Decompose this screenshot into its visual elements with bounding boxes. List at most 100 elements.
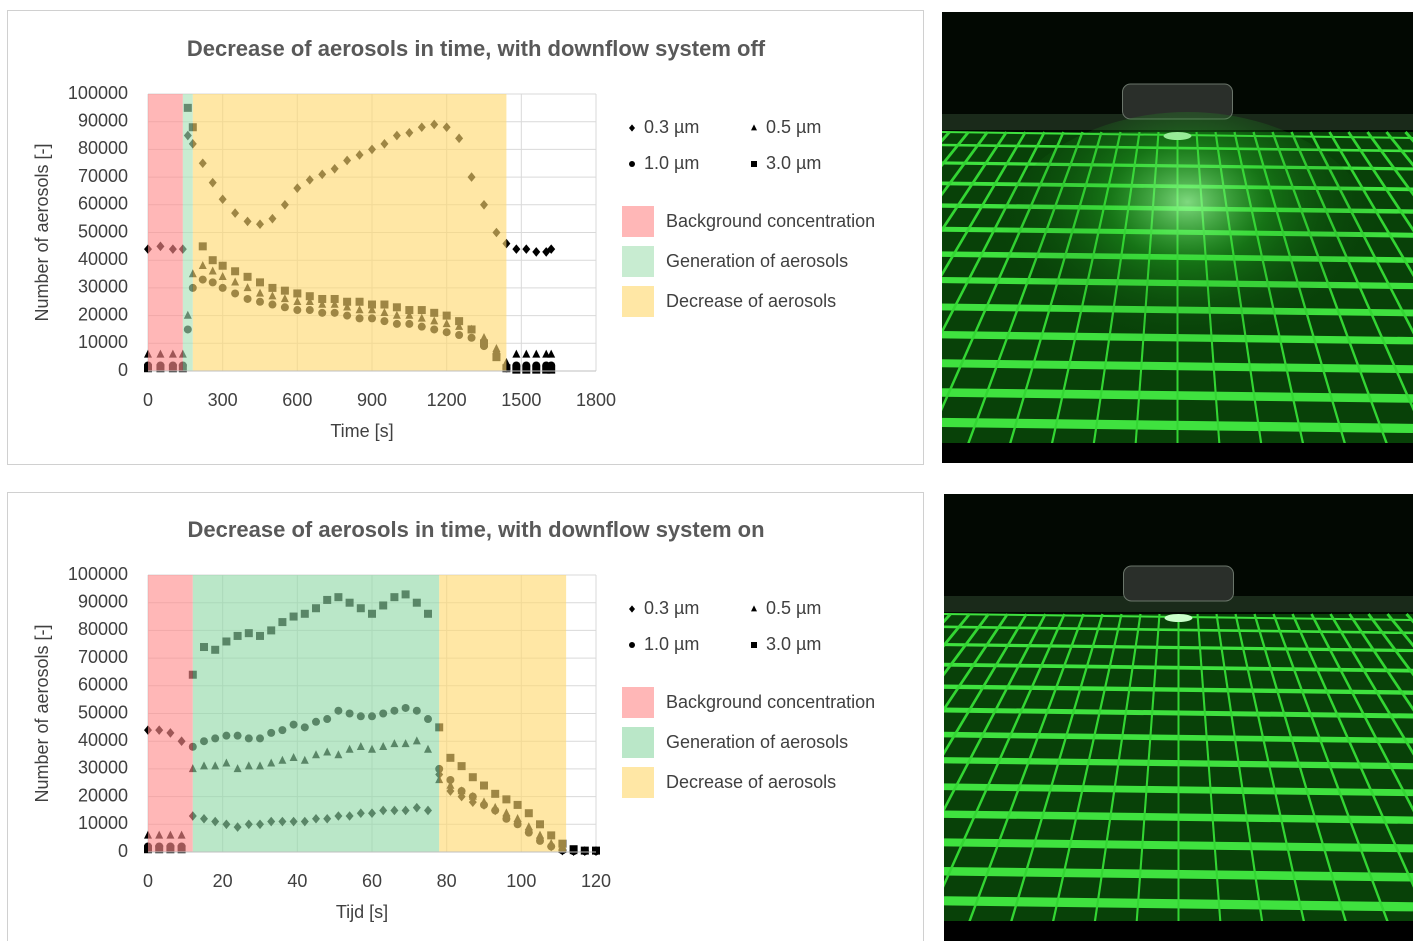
x-tick-label: 900 [357, 390, 387, 410]
x-tick-label: 300 [208, 390, 238, 410]
y-tick-label: 70000 [78, 166, 128, 186]
marker [522, 349, 531, 358]
y-tick-label: 40000 [78, 249, 128, 269]
photo-border [944, 921, 1413, 941]
grating-bar [942, 131, 1027, 277]
y-tick-label: 70000 [78, 647, 128, 667]
marker [522, 244, 531, 254]
grating-bar [1291, 613, 1413, 888]
grating-bar [944, 613, 990, 677]
grating-bar [1004, 613, 1104, 941]
y-tick-label: 50000 [78, 221, 128, 241]
marker [629, 642, 635, 648]
legend-label: 1.0 µm [644, 153, 699, 173]
region [148, 575, 193, 852]
x-axis-label: Tijd [s] [336, 902, 388, 922]
y-tick-label: 40000 [78, 730, 128, 750]
marker [751, 124, 757, 131]
legend-label: 3.0 µm [766, 153, 821, 173]
marker [512, 349, 521, 358]
grating-bar [1215, 613, 1267, 941]
y-tick-label: 0 [118, 841, 128, 861]
marker [522, 365, 531, 374]
marker [547, 365, 556, 374]
x-tick-label: 1500 [501, 390, 541, 410]
legend-label: Background concentration [666, 211, 875, 231]
grating-bar [1347, 131, 1413, 233]
marker [532, 247, 541, 257]
grating-bar [1234, 613, 1310, 941]
x-tick-label: 600 [282, 390, 312, 410]
legend-swatch [622, 286, 654, 317]
legend-label: 0.5 µm [766, 117, 821, 137]
legend-label: 3.0 µm [766, 634, 821, 654]
region [192, 94, 507, 371]
y-tick-label: 0 [118, 360, 128, 380]
marker [629, 124, 635, 132]
grating-bar [1134, 613, 1161, 941]
marker [532, 365, 541, 374]
x-tick-label: 120 [581, 871, 611, 891]
x-tick-label: 60 [362, 871, 382, 891]
legend-swatch [622, 767, 654, 798]
photos [942, 12, 1413, 941]
x-axis-label: Time [s] [330, 421, 393, 441]
grating-bar [1367, 613, 1413, 677]
chart-title: Decrease of aerosols in time, with downf… [187, 36, 766, 61]
bracket [1123, 565, 1234, 602]
marker [629, 161, 635, 167]
region [192, 575, 440, 852]
grating-bar [1328, 131, 1413, 277]
y-tick-label: 80000 [78, 619, 128, 639]
legend-label: 0.3 µm [644, 117, 699, 137]
marker [580, 846, 589, 855]
marker [629, 605, 635, 613]
y-tick-label: 30000 [78, 277, 128, 297]
grating-bar [1310, 613, 1413, 813]
y-tick-label: 90000 [78, 591, 128, 611]
x-tick-label: 0 [143, 390, 153, 410]
grating-bar [944, 613, 1009, 712]
x-tick-label: 0 [143, 871, 153, 891]
y-tick-label: 100000 [68, 83, 128, 103]
y-tick-label: 20000 [78, 304, 128, 324]
grating-bar [944, 613, 1028, 756]
x-tick-label: 40 [287, 871, 307, 891]
legend-label: 0.3 µm [644, 598, 699, 618]
y-tick-label: 20000 [78, 785, 128, 805]
legend-swatch [622, 246, 654, 277]
grating-bar [944, 613, 1047, 813]
y-tick-label: 10000 [78, 813, 128, 833]
legend-swatch [622, 687, 654, 718]
legend-label: Decrease of aerosols [666, 291, 836, 311]
region [439, 575, 567, 852]
grating-bar [1090, 613, 1142, 941]
grating-bar [1348, 613, 1413, 712]
marker [512, 365, 521, 374]
y-tick-label: 50000 [78, 702, 128, 722]
grating-bar [1047, 613, 1123, 941]
legend-label: Generation of aerosols [666, 732, 848, 752]
photo-border [942, 443, 1413, 463]
x-tick-label: 1200 [427, 390, 467, 410]
grating-bar [960, 613, 1085, 941]
marker [547, 349, 556, 358]
marker [542, 365, 551, 374]
photo [944, 494, 1413, 941]
marker [569, 845, 578, 854]
marker [751, 161, 757, 167]
legend-label: Background concentration [666, 692, 875, 712]
y-tick-label: 100000 [68, 564, 128, 584]
marker [592, 846, 600, 855]
marker [512, 244, 521, 254]
y-tick-label: 30000 [78, 758, 128, 778]
marker [532, 349, 541, 358]
legend-label: 1.0 µm [644, 634, 699, 654]
grating-bar [1196, 613, 1223, 941]
legend-label: Decrease of aerosols [666, 772, 836, 792]
grating-bar [942, 131, 989, 197]
x-tick-label: 20 [213, 871, 233, 891]
legend-swatch [622, 206, 654, 237]
grating-bar [1366, 131, 1413, 197]
